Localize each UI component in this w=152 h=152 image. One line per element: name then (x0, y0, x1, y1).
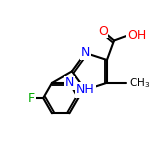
Text: OH: OH (127, 29, 146, 42)
Text: N: N (65, 76, 74, 89)
Text: NH: NH (76, 83, 95, 96)
Text: N: N (81, 47, 90, 59)
Text: O: O (98, 24, 108, 38)
Text: F: F (28, 92, 35, 105)
Text: CH$_3$: CH$_3$ (129, 76, 150, 90)
